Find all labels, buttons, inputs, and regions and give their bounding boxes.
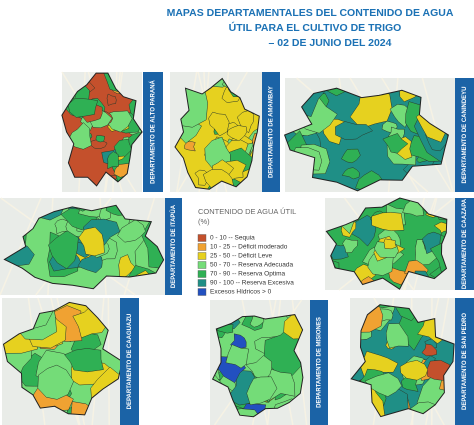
department-outline xyxy=(325,197,448,290)
department-outline xyxy=(211,314,304,418)
department-label: DEPARTAMENTO DE CAAZAPA xyxy=(462,198,468,289)
department-panel: DEPARTAMENTO DE CAAGUAZU xyxy=(2,297,139,425)
water-zone xyxy=(184,141,196,152)
water-zone xyxy=(433,221,447,236)
water-zone xyxy=(78,226,105,257)
water-zone xyxy=(385,323,409,349)
legend-swatch xyxy=(197,270,207,278)
department-panel: DEPARTAMENTO DE CANINDEYU xyxy=(283,77,474,193)
label-strip xyxy=(310,300,328,425)
water-zone xyxy=(225,344,250,369)
water-zone xyxy=(37,364,74,400)
department-label: DEPARTAMENTO DE AMAMBAY xyxy=(269,86,275,178)
water-zone xyxy=(367,304,392,309)
legend-swatch xyxy=(197,234,207,242)
title-line: ÚTIL PARA EL CULTIVO DE TRIGO xyxy=(229,21,402,34)
legend-label: 90 - 100 -- Reserva Excesiva xyxy=(210,280,294,287)
legend-label: 25 - 50 -- Déficit Leve xyxy=(210,253,273,260)
legend-swatch xyxy=(197,279,207,287)
title: MAPAS DEPARTAMENTALES DEL CONTENIDO DE A… xyxy=(167,7,454,49)
water-zone xyxy=(399,360,428,381)
department-panel: DEPARTAMENTO DE ITAPÚA xyxy=(0,197,182,296)
department-outline xyxy=(3,204,165,290)
department-label: DEPARTAMENTO DE CANINDEYU xyxy=(462,86,468,183)
department-outline xyxy=(283,87,449,192)
department-outline xyxy=(2,301,123,416)
water-zone xyxy=(430,241,447,281)
legend-label: 50 - 70 -- Reserva Adecuada xyxy=(210,262,293,269)
department-panel: DEPARTAMENTO DE SAN PEDRO xyxy=(350,297,474,425)
department-panel: DEPARTAMENTO DE MISIONES xyxy=(210,299,328,425)
department-label: DEPARTAMENTO DE SAN PEDRO xyxy=(462,313,468,410)
legend-label: 0 - 10 -- Sequia xyxy=(210,235,255,242)
water-zone xyxy=(64,348,104,373)
water-zone xyxy=(208,111,230,137)
water-zone xyxy=(421,343,437,357)
department-label: DEPARTAMENTO DE MISIONES xyxy=(317,317,323,408)
label-strip xyxy=(165,198,182,295)
road xyxy=(0,197,42,296)
legend-label: 10 - 25 -- Déficit moderado xyxy=(210,244,288,251)
water-zone xyxy=(54,218,69,235)
label-strip xyxy=(455,198,474,290)
water-zone xyxy=(95,135,105,143)
water-zone xyxy=(230,333,247,349)
department-outline xyxy=(174,77,260,190)
water-zone xyxy=(48,230,79,270)
water-zone xyxy=(371,212,405,232)
legend-unit: (%) xyxy=(198,217,210,226)
legend-label: 70 - 90 -- Reserva Optima xyxy=(210,271,286,278)
department-panel: DEPARTAMENTO DE CAAZAPA xyxy=(325,197,474,291)
title-line: – 02 DE JUNIO DEL 2024 xyxy=(269,37,392,49)
label-strip xyxy=(262,72,280,192)
water-zone xyxy=(335,121,374,140)
label-strip xyxy=(455,298,474,425)
water-zone xyxy=(246,376,278,406)
label-strip xyxy=(455,78,474,192)
legend-swatch xyxy=(197,288,207,296)
department-outline xyxy=(61,72,143,187)
water-zone xyxy=(342,238,358,253)
water-zone xyxy=(341,148,361,164)
department-label: DEPARTAMENTO DE ITAPÚA xyxy=(170,204,177,288)
department-panel: DEPARTAMENTO DE AMAMBAY xyxy=(170,71,280,193)
water-zone xyxy=(67,98,99,118)
water-zone xyxy=(382,133,409,154)
department-panel: DEPARTAMENTO DE ALTO PARANÁ xyxy=(61,71,163,193)
legend-swatch xyxy=(197,252,207,260)
water-zone xyxy=(226,125,248,142)
department-outline xyxy=(350,304,455,418)
department-label: DEPARTAMENTO DE CAAGUAZU xyxy=(127,314,133,410)
water-zone xyxy=(383,238,397,250)
legend-swatch xyxy=(197,261,207,269)
title-line: MAPAS DEPARTAMENTALES DEL CONTENIDO DE A… xyxy=(167,7,454,19)
label-strip xyxy=(120,298,139,425)
water-zone xyxy=(118,254,137,280)
legend-title: CONTENIDO DE AGUA ÚTIL xyxy=(198,207,296,216)
label-strip xyxy=(143,72,163,192)
legend-label: Excesos Hídricos > 0 xyxy=(210,289,272,296)
legend: CONTENIDO DE AGUA ÚTIL (%) 0 - 10 -- Seq… xyxy=(197,207,296,296)
water-zone xyxy=(107,151,119,170)
department-label: DEPARTAMENTO DE ALTO PARANÁ xyxy=(150,79,157,183)
legend-swatch xyxy=(197,243,207,251)
water-zone xyxy=(341,167,360,180)
water-zone xyxy=(106,93,117,106)
